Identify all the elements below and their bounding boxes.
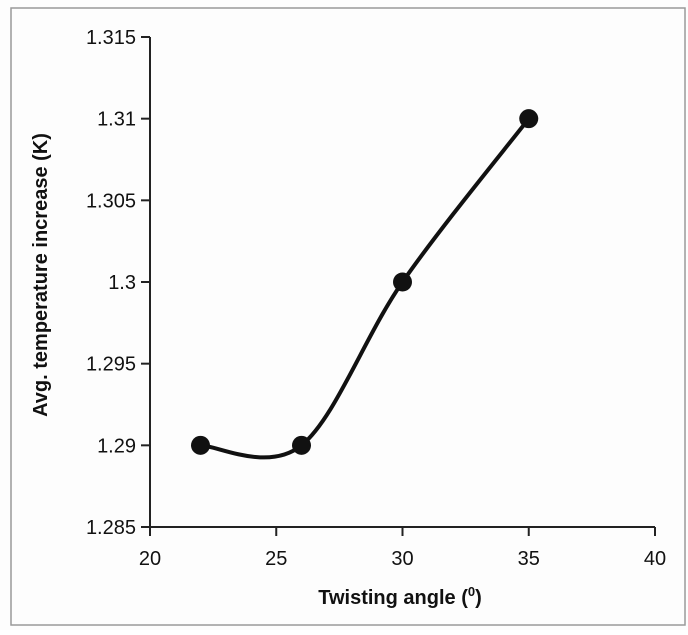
chart-border	[10, 7, 686, 626]
x-tick-label: 25	[265, 548, 287, 570]
x-tick-label: 35	[518, 548, 540, 570]
y-tick-group: 1.285 1.29 1.295 1.3 1.305 1.31 1.315	[86, 27, 150, 539]
series-line	[198, 116, 531, 460]
y-axis-title: Avg. temperature increase (K)	[30, 133, 52, 417]
x-tick-label: 40	[644, 548, 666, 570]
y-tick-label: 1.305	[86, 190, 136, 212]
data-point	[292, 435, 311, 455]
x-axis-title-sup: 0	[468, 584, 475, 599]
x-axis-title-suffix: )	[475, 587, 482, 609]
x-tick-label: 30	[391, 548, 413, 570]
x-tick-label: 20	[139, 548, 161, 570]
x-axis-title-main: Twisting angle (	[318, 587, 468, 609]
x-axis-title: Twisting angle (0)	[318, 584, 482, 609]
data-point	[191, 435, 210, 455]
y-tick-label: 1.285	[86, 517, 136, 539]
x-tick-group: 20 25 30 35 40	[139, 527, 666, 570]
y-tick-label: 1.295	[86, 354, 136, 376]
data-points	[191, 109, 539, 455]
y-tick-label: 1.29	[97, 435, 136, 457]
data-point	[519, 109, 539, 129]
data-point	[393, 272, 412, 292]
y-tick-label: 1.31	[97, 109, 136, 131]
y-tick-label: 1.3	[108, 272, 136, 294]
y-tick-label: 1.315	[86, 27, 136, 49]
